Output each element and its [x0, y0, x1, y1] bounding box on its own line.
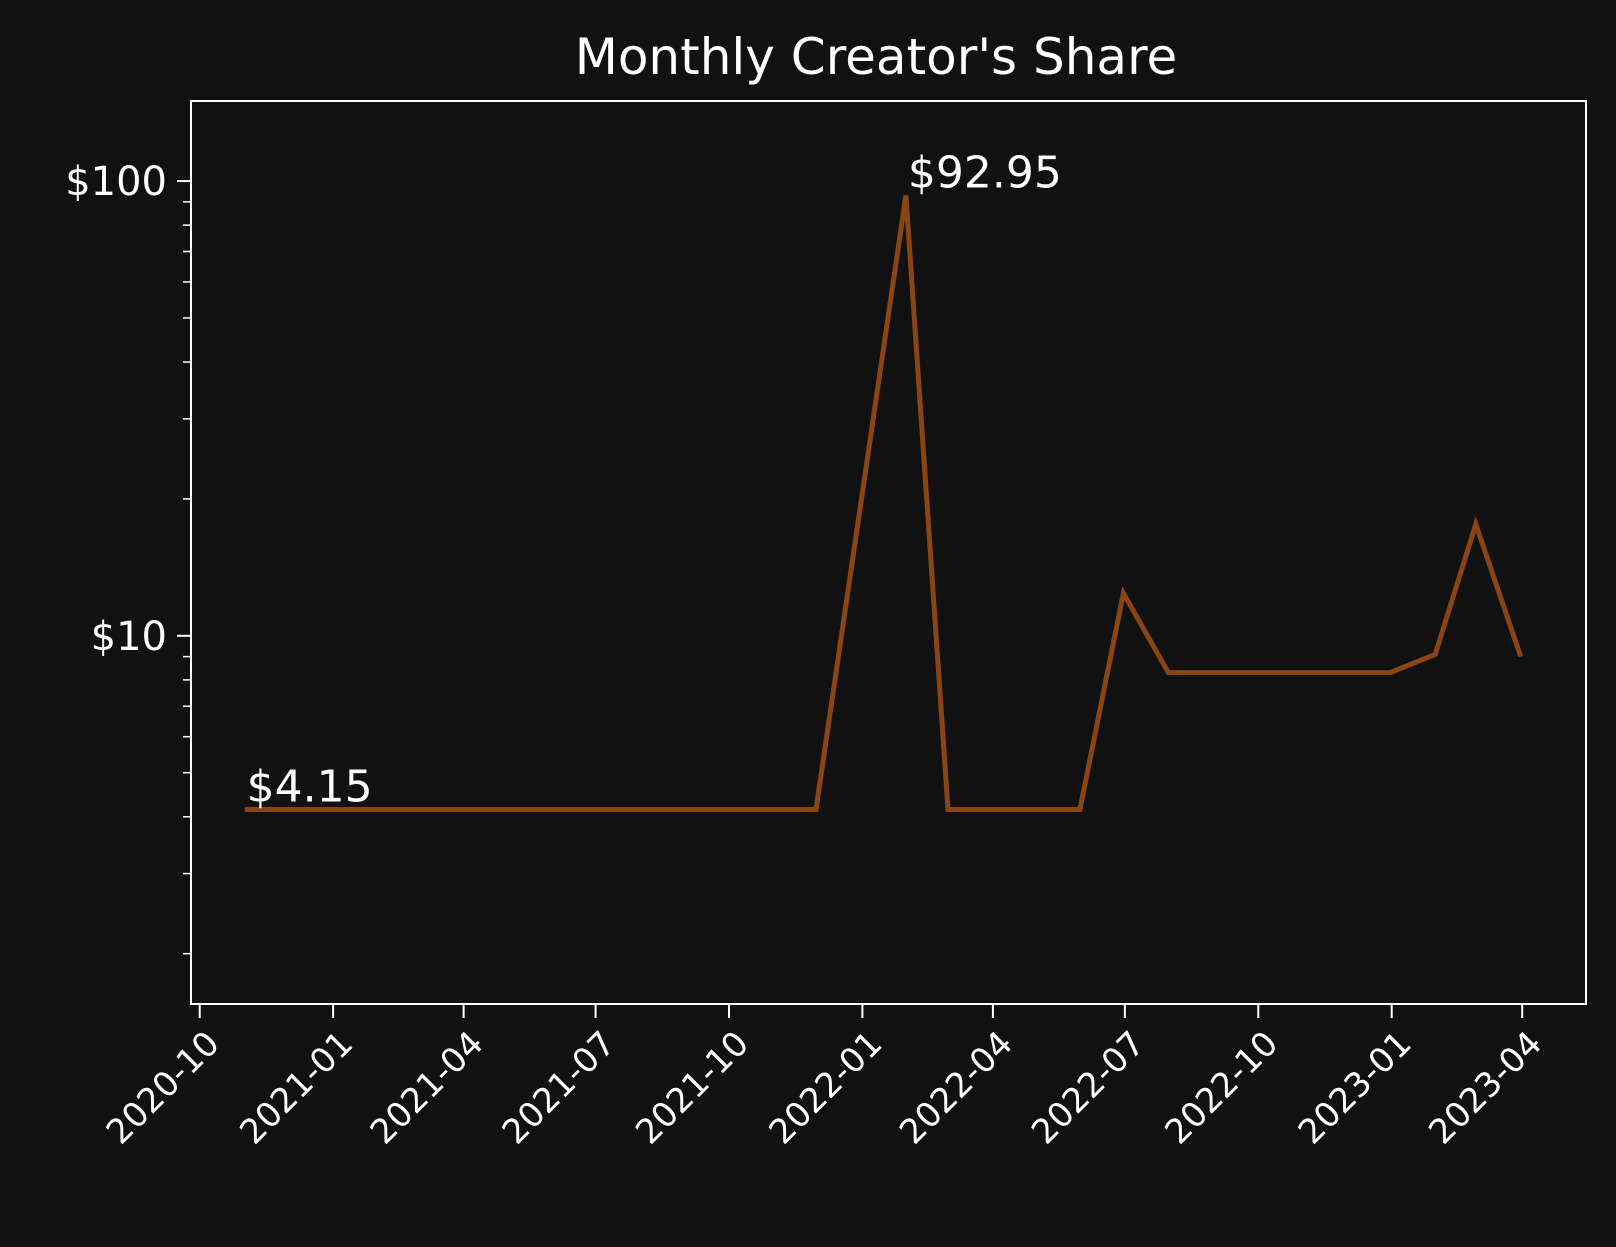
series-line — [244, 195, 1524, 812]
y-tick-label: $100 — [65, 159, 167, 205]
chart-title: Monthly Creator's Share — [575, 28, 1178, 86]
plot-frame — [190, 100, 1587, 1005]
data-label: $92.95 — [908, 148, 1062, 199]
y-tick-label: $10 — [91, 614, 167, 660]
data-label: $4.15 — [247, 762, 373, 813]
